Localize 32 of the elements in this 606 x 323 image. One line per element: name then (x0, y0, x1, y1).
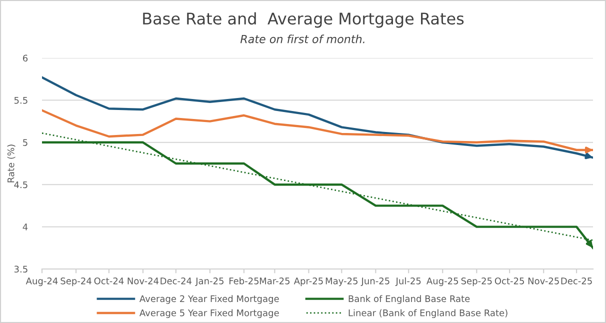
x-tick-label: Nov-25 (528, 277, 559, 284)
chart-subtitle: Rate on first of month. (240, 34, 364, 44)
y-tick-label: 4 (22, 224, 28, 230)
x-tick-label: Jun-25 (360, 277, 390, 286)
line-series (42, 109, 593, 152)
y-tick-label: 3.5 (14, 266, 28, 273)
y-tick-label: 5 (23, 139, 28, 146)
legend-label: Linear (Bank of England Base Rate) (348, 309, 508, 318)
legend-label: Bank of England Base Rate (348, 295, 470, 304)
x-tick-label: Sep-25 (461, 277, 492, 286)
x-tick-label: Nov-24 (128, 277, 159, 284)
x-tick-label: Feb-25 (229, 277, 259, 284)
chart-title: Base Rate and Average Mortgage Rates (143, 12, 464, 28)
y-tick-label: 6 (23, 54, 28, 62)
y-axis-title: Rate (%) (7, 144, 16, 182)
line-series (42, 76, 593, 159)
x-tick-label: Oct-24 (94, 277, 124, 284)
x-tick-label: Jan-25 (195, 277, 224, 286)
x-tick-label: Apr-25 (294, 277, 323, 286)
legend-label: Average 2 Year Fixed Mortgage (139, 295, 279, 304)
x-tick-label: Dec-25 (561, 277, 592, 284)
x-tick-label: Dec-24 (160, 277, 192, 284)
x-tick-label: Sep-24 (60, 277, 92, 286)
x-tick-label: Aug-25 (426, 277, 458, 286)
x-tick-label: Oct-25 (494, 277, 524, 284)
x-tick-label: May-25 (326, 277, 358, 286)
legend-label: Average 5 Year Fixed Mortgage (139, 309, 279, 318)
x-tick-label: Mar-25 (260, 277, 290, 284)
y-tick-label: 5.5 (14, 97, 28, 104)
x-tick-label: Aug-24 (26, 277, 58, 286)
x-tick-label: Jul-25 (395, 277, 421, 286)
y-tick-label: 4.5 (14, 181, 28, 188)
